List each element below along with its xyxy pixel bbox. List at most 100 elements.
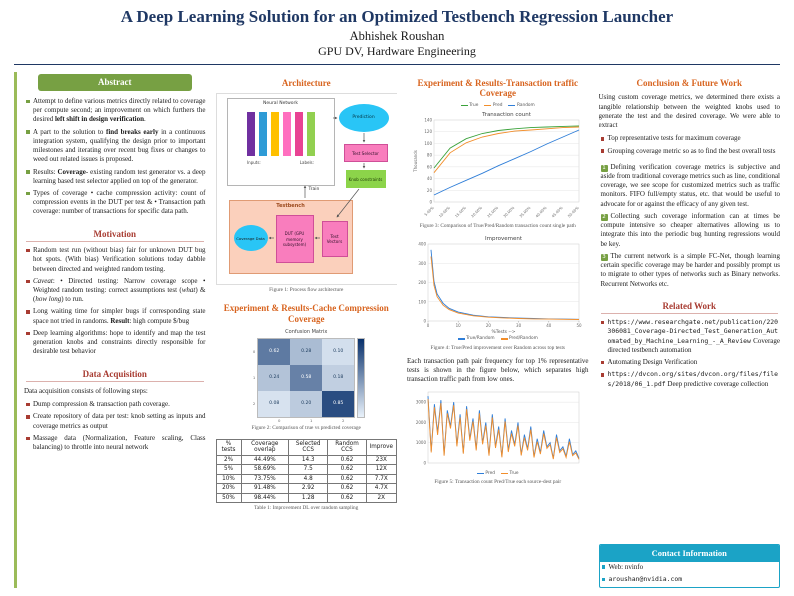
figure-4-chart: 0 100 200 300 400 0 10 20 30 40 50 Improvement %Test… <box>407 233 589 343</box>
legend-item: Pred <box>484 103 502 109</box>
legend-swatch <box>500 472 508 475</box>
figure-5-caption: Figure 5: Transaction count Pred/True ea… <box>434 479 562 486</box>
table-cell: 0.62 <box>327 483 367 494</box>
number-badge: 3 <box>600 253 608 261</box>
figure-5-chart: 0 1000 2000 3000 Pred True <box>407 388 589 478</box>
svg-text:0: 0 <box>426 323 429 328</box>
chart-legend: Pred True <box>476 471 519 477</box>
svg-text:20: 20 <box>427 188 433 193</box>
heatmap-cell: 0.85 <box>322 390 355 417</box>
svg-text:2000: 2000 <box>416 420 427 425</box>
list-item: Caveat: • Directed testing: Narrow cover… <box>26 276 206 304</box>
table-cell: 2% <box>215 454 242 466</box>
svg-text:60: 60 <box>427 165 433 170</box>
motivation-list: Random test run (without bias) fair for … <box>24 246 206 360</box>
heatmap-title: Confusion Matrix <box>285 329 328 336</box>
table-header: Improve <box>365 438 397 456</box>
table-cell: 23X <box>365 454 397 466</box>
table-row: 20% 91.48% 2.92 0.62 4.7X <box>215 483 397 494</box>
table-cell: 14.3 <box>288 454 329 466</box>
heatmap-cell: 0.24 <box>258 364 291 391</box>
section-title-data-acquisition: Data Acquisition <box>26 369 204 382</box>
contact-list: Web: nvinfo aroushan@nvidia.com <box>600 563 780 584</box>
transaction-paragraph: Each transaction path pair frequency for… <box>407 357 589 384</box>
table-cell: 50% <box>215 492 242 504</box>
table-cell: 0.62 <box>327 492 367 504</box>
section-title-transaction-results: Experiment & Results-Transaction traffic… <box>417 78 579 99</box>
svg-text:100: 100 <box>424 141 432 146</box>
svg-text:Improvement: Improvement <box>485 236 523 242</box>
list-item: Top representative tests for maximum cov… <box>600 134 781 143</box>
labels-label: Labels: <box>299 159 314 165</box>
figure-3-caption: Figure 3: Comparison of True/Pred/Random… <box>419 223 576 230</box>
numbered-item: 1 Defining verification coverage metrics … <box>600 162 780 208</box>
svg-text:300: 300 <box>418 261 426 266</box>
svg-text:3000: 3000 <box>416 399 427 404</box>
table-cell: 73.75% <box>240 473 290 485</box>
legend-swatch <box>476 472 484 475</box>
table-1-caption: Table 1: Improvement DL over random samp… <box>254 505 359 512</box>
inputs-label: Inputs: <box>246 159 261 165</box>
svg-text:120: 120 <box>424 130 432 135</box>
legend-swatch <box>484 104 492 107</box>
svg-text:400: 400 <box>418 242 426 247</box>
test-vectors-box: Test Vectors <box>321 221 348 258</box>
table-cell: 58.69% <box>240 464 290 475</box>
number-badge: 2 <box>600 213 608 221</box>
table-header: Random CCS <box>327 438 367 456</box>
table-cell: 4.7X <box>365 483 397 494</box>
list-item: https://www.researchgate.net/publication… <box>600 318 780 354</box>
legend-item: True/Random <box>457 336 495 342</box>
svg-text:40.00%: 40.00% <box>535 206 548 219</box>
poster-author: Abhishek Roushan <box>349 29 445 43</box>
svg-text:0: 0 <box>423 319 426 324</box>
legend-swatch <box>457 338 465 340</box>
list-item: Grouping coverage metric so as to find t… <box>600 147 781 156</box>
legend-swatch <box>460 104 468 107</box>
svg-text:35.00%: 35.00% <box>519 206 532 219</box>
svg-text:25.00%: 25.00% <box>486 206 499 219</box>
section-title-abstract: Abstract <box>38 74 192 91</box>
svg-text:100: 100 <box>418 300 426 305</box>
dut-box: DUT (GPU memory subsystem) <box>275 215 314 264</box>
table-cell: 2X <box>365 492 397 504</box>
poster-affiliation: GPU DV, Hardware Engineering <box>318 44 476 58</box>
legend-item: Pred <box>476 471 495 477</box>
svg-text:140: 140 <box>424 118 432 123</box>
conclusion-list: Top representative tests for maximum cov… <box>599 134 781 158</box>
section-title-motivation: Motivation <box>26 229 204 243</box>
knob-constraints-box: Knob constraints <box>345 170 386 189</box>
table-cell: 0.62 <box>327 464 367 475</box>
table-row: 50% 98.44% 1.28 0.62 2X <box>215 492 397 504</box>
heatmap-cell: 0.08 <box>258 390 291 417</box>
table-header: Selected CCS <box>288 438 329 456</box>
table-row: 2% 44.49% 14.3 0.62 23X <box>215 454 397 466</box>
section-title-related-work: Related Work <box>600 301 778 315</box>
testbench-label: Testbench <box>276 202 305 209</box>
nn-layer-bar <box>258 111 267 156</box>
section-title-conclusion: Conclusion & Future Work <box>636 78 742 88</box>
figure-3-chart: True Pred Random 0 20 40 60 80 100 120 140 5.00% 10.… <box>407 102 589 222</box>
list-item: Random test run (without bias) fair for … <box>26 246 206 273</box>
legend-item: Pred/Random <box>500 336 538 342</box>
list-item: A part to the solution to find breaks ea… <box>26 127 206 164</box>
legend-item: Random <box>508 103 535 109</box>
column-conclusion-contact: Conclusion & Future Work Using custom co… <box>598 72 781 588</box>
svg-text:30: 30 <box>516 323 522 328</box>
contact-title: Contact Information <box>599 545 779 562</box>
testbench-box: Testbench Coverage Data DUT (GPU memory … <box>228 200 353 275</box>
list-item: Create repository of data per test: knob… <box>26 412 206 430</box>
list-item: aroushan@nvidia.com <box>601 575 780 584</box>
legend-swatch <box>500 338 508 340</box>
abstract-list: Attempt to define various metrics direct… <box>24 97 206 220</box>
section-title-architecture: Architecture <box>281 78 331 88</box>
svg-text:Transaction count: Transaction count <box>481 112 532 118</box>
heatmap-cell: 0.20 <box>290 390 323 417</box>
figure-4-caption: Figure 4: True/Pred improvement over Ran… <box>430 345 565 352</box>
svg-text:200: 200 <box>418 280 426 285</box>
table-row: 5% 58.69% 7.5 0.62 12X <box>215 464 397 475</box>
list-item: Web: nvinfo <box>601 563 780 572</box>
prediction-node: Prediction <box>338 104 389 133</box>
figure-2-caption: Figure 2: Comparison of true vs predicte… <box>251 424 361 431</box>
